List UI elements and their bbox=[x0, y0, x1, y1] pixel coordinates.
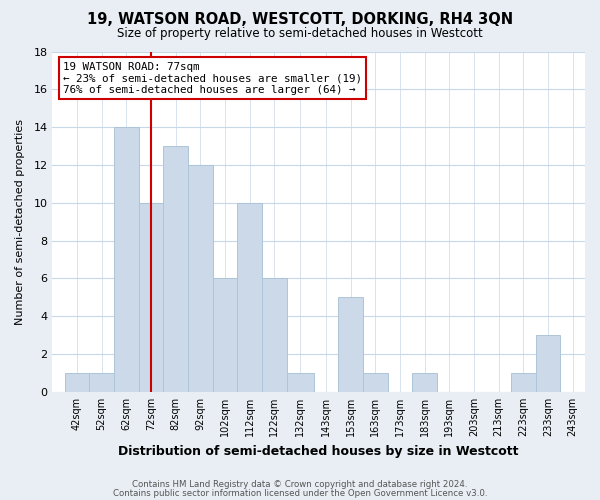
Text: Contains HM Land Registry data © Crown copyright and database right 2024.: Contains HM Land Registry data © Crown c… bbox=[132, 480, 468, 489]
X-axis label: Distribution of semi-detached houses by size in Westcott: Distribution of semi-detached houses by … bbox=[118, 444, 519, 458]
Bar bbox=[363, 373, 388, 392]
Y-axis label: Number of semi-detached properties: Number of semi-detached properties bbox=[15, 118, 25, 324]
Bar bbox=[237, 203, 262, 392]
Bar bbox=[412, 373, 437, 392]
Text: Size of property relative to semi-detached houses in Westcott: Size of property relative to semi-detach… bbox=[117, 28, 483, 40]
Text: 19, WATSON ROAD, WESTCOTT, DORKING, RH4 3QN: 19, WATSON ROAD, WESTCOTT, DORKING, RH4 … bbox=[87, 12, 513, 28]
Text: 19 WATSON ROAD: 77sqm
← 23% of semi-detached houses are smaller (19)
76% of semi: 19 WATSON ROAD: 77sqm ← 23% of semi-deta… bbox=[63, 62, 362, 95]
Bar bbox=[188, 165, 212, 392]
Bar bbox=[511, 373, 536, 392]
Bar bbox=[212, 278, 237, 392]
Bar bbox=[338, 298, 363, 392]
Text: Contains public sector information licensed under the Open Government Licence v3: Contains public sector information licen… bbox=[113, 489, 487, 498]
Bar bbox=[287, 373, 314, 392]
Bar bbox=[163, 146, 188, 392]
Bar bbox=[262, 278, 287, 392]
Bar bbox=[114, 127, 139, 392]
Bar bbox=[89, 373, 114, 392]
Bar bbox=[65, 373, 89, 392]
Bar bbox=[139, 203, 163, 392]
Bar bbox=[536, 335, 560, 392]
